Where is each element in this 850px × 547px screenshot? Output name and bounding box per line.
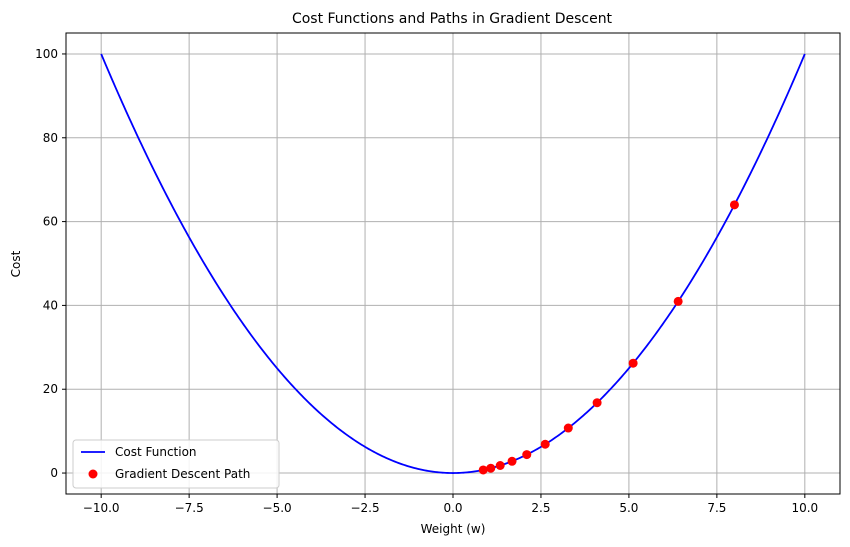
gradient-descent-point [563,423,573,433]
legend-cost-function-label: Cost Function [115,445,197,459]
plot-frame [65,32,841,495]
y-tick-label: 0 [50,466,58,480]
x-tick-label: 7.5 [707,501,726,515]
x-axis-ticks: −10.0 −7.5 −5.0 −2.5 0.0 2.5 5.0 7.5 10.0 [83,494,818,515]
cost-function-line [100,53,806,474]
gradient-descent-point [540,439,550,449]
y-tick-label: 60 [43,215,58,229]
x-tick-label: 5.0 [619,501,638,515]
x-tick-label: −2.5 [350,501,379,515]
series-layer [100,53,806,475]
legend-gradient-descent-swatch [88,469,98,479]
x-tick-label: −7.5 [175,501,204,515]
x-axis-label: Weight (w) [421,522,486,536]
x-tick-label: 10.0 [791,501,818,515]
legend-gradient-descent-label: Gradient Descent Path [115,467,250,481]
y-tick-label: 40 [43,298,58,312]
legend-box [72,439,280,489]
gradient-descent-point [729,200,739,210]
legend: Cost Function Gradient Descent Path [72,439,280,489]
gradient-descent-point [507,456,517,466]
y-tick-label: 100 [35,47,58,61]
y-axis-ticks: 0 20 40 60 80 100 [35,47,66,480]
x-tick-label: −5.0 [263,501,292,515]
gradient-descent-point [592,398,602,408]
gradient-descent-point [673,296,683,306]
gradient-descent-point [522,450,532,460]
gradient-descent-point [628,358,638,368]
y-tick-label: 20 [43,382,58,396]
chart-title: Cost Functions and Paths in Gradient Des… [292,11,613,27]
gradient-descent-point [478,465,488,475]
gradient-descent-point [486,463,496,473]
x-tick-label: −10.0 [83,501,120,515]
y-axis-label: Cost [9,250,23,277]
x-tick-label: 0.0 [443,501,462,515]
y-tick-label: 80 [43,131,58,145]
gradient-descent-point [495,461,505,471]
x-tick-label: 2.5 [531,501,550,515]
